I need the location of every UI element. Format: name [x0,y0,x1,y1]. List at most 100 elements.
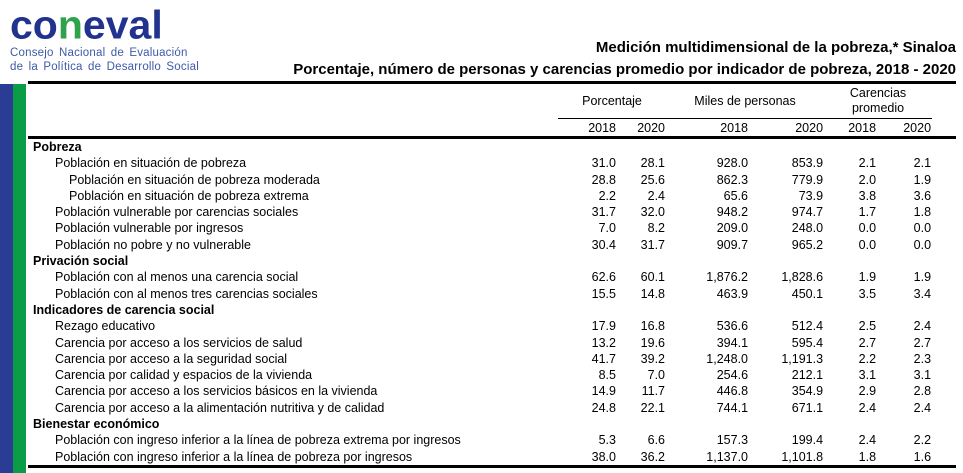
value-cell: 853.9 [791,156,824,171]
section-header: Indicadores de carencia social [33,302,215,317]
spacer-cell [932,432,956,448]
col-group-carencias-promedio: Carencias promedio [824,84,933,119]
value-cell: 450.1 [791,286,824,301]
value-cell: 965.2 [791,237,824,252]
table-row: Rezago educativo 17.9 16.8 536.6 512.4 2.5 2.4 [28,318,956,334]
wordmark-part-n: n [57,2,83,48]
value-cell: 0.0 [913,237,932,252]
value-cell: 19.6 [640,335,666,350]
value-cell: 38.0 [558,448,617,468]
value-cell: 212.1 [791,368,824,383]
title-rule [28,81,956,84]
spacer-cell [932,448,957,468]
logo-subtitle-line1: Consejo Nacional de Evaluación [10,47,188,59]
value-cell: 30.4 [591,237,616,252]
year-header-porcentaje-2020: 2020 [617,118,667,139]
value-cell: 1,876.2 [706,270,749,285]
green-accent-bar [13,84,26,473]
table-row: Población en situación de pobreza modera… [28,172,956,188]
blue-accent-bar [0,84,13,473]
spacer-column-header [932,84,956,119]
value-cell: 1,248.0 [706,351,749,366]
spacer-cell [932,188,956,204]
indicator-label: Carencia por calidad y espacios de la vi… [55,368,313,383]
table-row: Carencia por calidad y espacios de la vi… [28,367,956,383]
value-cell: 354.9 [791,384,824,399]
value-cell: 446.8 [716,384,749,399]
value-cell: 31.0 [591,156,616,171]
value-cell: 8.5 [598,368,616,383]
table-row: Carencia por acceso a los servicios bási… [28,383,956,399]
indicator-label: Población no pobre y no vulnerable [55,237,251,252]
value-cell: 41.7 [591,351,616,366]
year-header-miles-2020: 2020 [749,118,825,139]
indicator-label: Población en situación de pobreza modera… [69,172,320,187]
value-cell: 8.2 [647,221,666,236]
indicator-label: Población con ingreso inferior a la líne… [28,448,558,468]
table-row: Población con al menos tres carencias so… [28,286,956,302]
spacer-cell [932,155,956,171]
value-cell: 209.0 [716,221,749,236]
indicator-label: Carencia por acceso a los servicios bási… [55,384,378,399]
value-cell: 1.9 [913,172,932,187]
value-cell: 1.6 [877,448,933,468]
value-cell: 248.0 [791,221,824,236]
col-group-porcentaje: Porcentaje [558,84,667,119]
value-cell: 28.1 [640,156,666,171]
value-cell: 2.4 [647,188,666,203]
value-cell: 0.0 [858,221,877,236]
value-cell: 13.2 [591,335,616,350]
coneval-wordmark-icon: coneval [10,4,199,45]
value-cell: 3.1 [913,368,932,383]
value-cell: 1.7 [858,205,877,220]
spacer-cell [932,351,956,367]
wordmark-part-pre: co [10,2,58,48]
wordmark-part-post: eval [82,2,163,48]
value-cell: 909.7 [716,237,749,252]
value-cell: 2.3 [913,351,932,366]
value-cell: 1,137.0 [666,448,750,468]
value-cell: 779.9 [791,172,824,187]
logo-subtitle-line2: de la Política de Desarrollo Social [10,61,199,73]
table-body: Pobreza Población en situación de pobreza… [28,138,957,468]
value-cell: 536.6 [716,319,749,334]
section-header-row: Bienestar económico [28,416,956,432]
year-header-spacer [932,118,957,139]
report-title-block: Medición multidimensional de la pobreza,… [293,37,956,80]
value-cell: 0.0 [913,221,932,236]
value-cell: 7.0 [598,221,616,236]
column-group-header-row: Porcentaje Miles de personas Carencias p… [28,84,956,119]
value-cell: 31.7 [640,237,666,252]
value-cell: 928.0 [716,156,749,171]
value-cell: 22.1 [640,400,666,415]
value-cell: 1,101.8 [749,448,825,468]
spacer-cell [932,286,956,302]
value-cell: 14.8 [640,286,666,301]
year-header-miles-2018: 2018 [666,118,750,139]
value-cell: 28.8 [591,172,616,187]
value-cell: 254.6 [716,368,749,383]
section-header: Pobreza [33,140,82,154]
value-cell: 394.1 [716,335,749,350]
value-cell: 5.3 [598,433,616,448]
value-cell: 3.6 [913,188,932,203]
value-cell: 14.9 [591,384,616,399]
value-cell: 744.1 [716,400,749,415]
value-cell: 60.1 [640,270,666,285]
year-header-porcentaje-2018: 2018 [558,118,617,139]
value-cell: 2.1 [913,156,932,171]
col-group-miles-de-personas: Miles de personas [666,84,825,119]
table-row: Población vulnerable por ingresos 7.0 8.2 2… [28,220,956,236]
section-header: Bienestar económico [33,417,160,432]
value-cell: 671.1 [791,400,824,415]
value-cell: 39.2 [640,351,666,366]
table-row: Población con ingreso inferior a la líne… [28,448,957,468]
value-cell: 17.9 [591,319,616,334]
spacer-cell [932,318,956,334]
table-row: Población no pobre y no vulnerable 30.4 31… [28,237,956,253]
indicator-label: Carencia por acceso a los servicios de s… [55,335,303,350]
value-cell: 2.0 [858,172,877,187]
spacer-cell [932,335,956,351]
value-cell: 0.0 [858,237,877,252]
